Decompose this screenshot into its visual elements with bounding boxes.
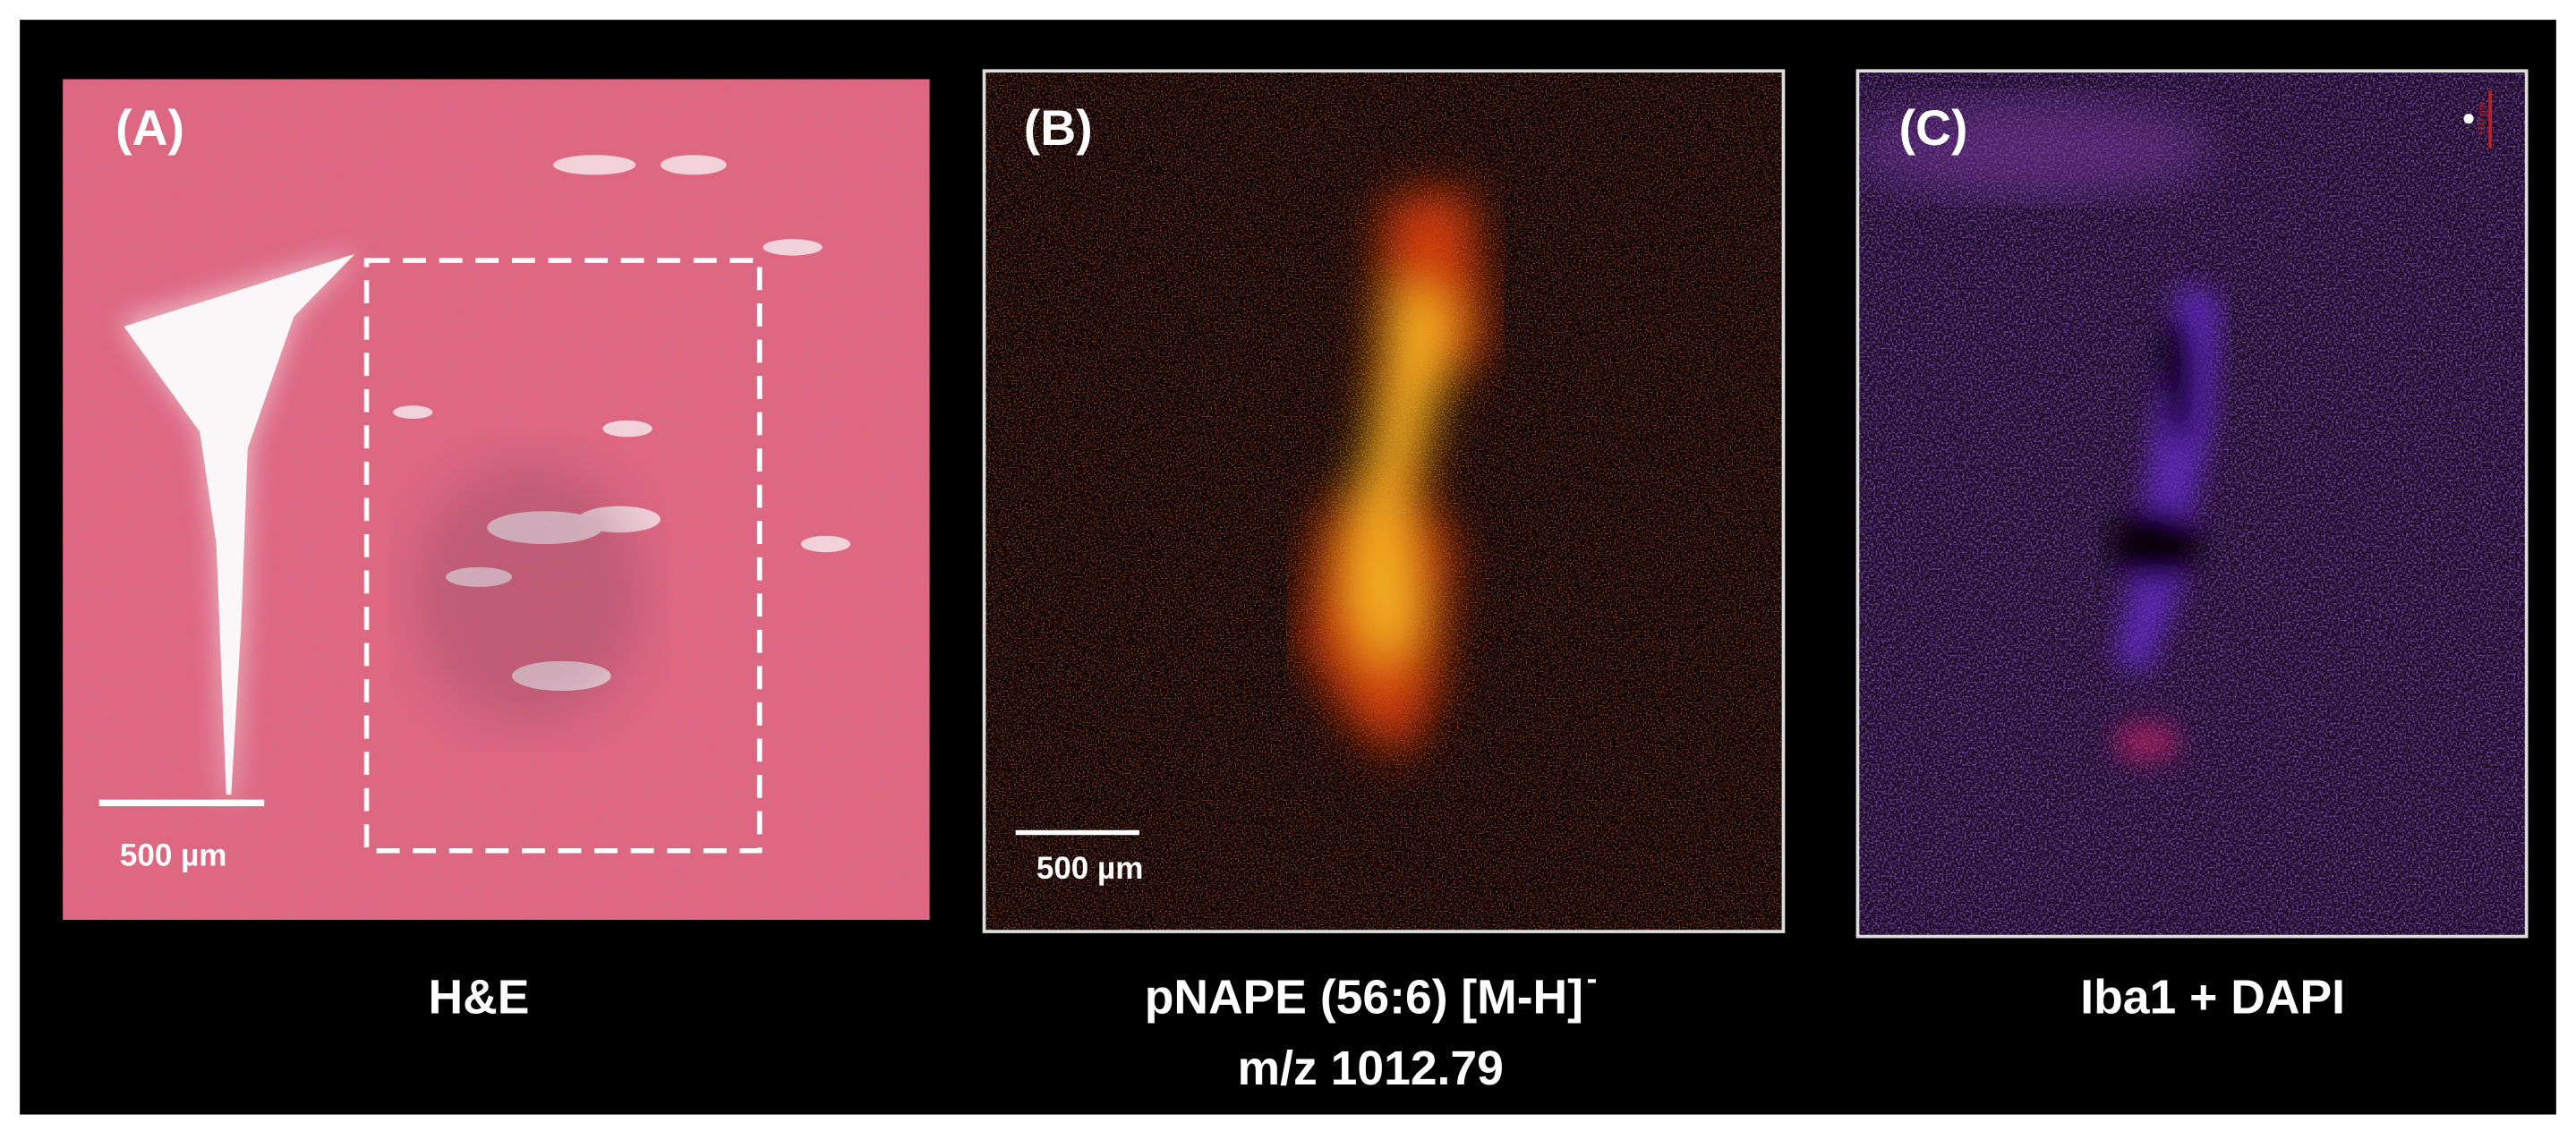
panel-border xyxy=(1855,69,2529,939)
scale-bar-label: 500 µm xyxy=(1036,851,1144,886)
scale-bar-label: 100 µm xyxy=(2477,102,2487,135)
he-image xyxy=(63,79,930,921)
caption: pNAPE (56:6) [M-H] xyxy=(1145,972,1583,1025)
region-box xyxy=(363,258,763,854)
scale-bar-label: 500 µm xyxy=(120,838,227,872)
caption-superscript: - xyxy=(1587,962,1598,997)
panel-label: (A) xyxy=(115,100,184,156)
panel-label: (C) xyxy=(1899,100,1968,156)
msi-image xyxy=(985,72,1782,931)
caption: H&E xyxy=(429,972,530,1025)
panel-border xyxy=(982,69,1786,933)
if-image xyxy=(1859,72,2525,935)
panel-label: (B) xyxy=(1024,100,1093,156)
caption: m/z 1012.79 xyxy=(1238,1042,1504,1095)
scale-marker xyxy=(2463,114,2474,124)
caption: Iba1 + DAPI xyxy=(2080,972,2345,1025)
